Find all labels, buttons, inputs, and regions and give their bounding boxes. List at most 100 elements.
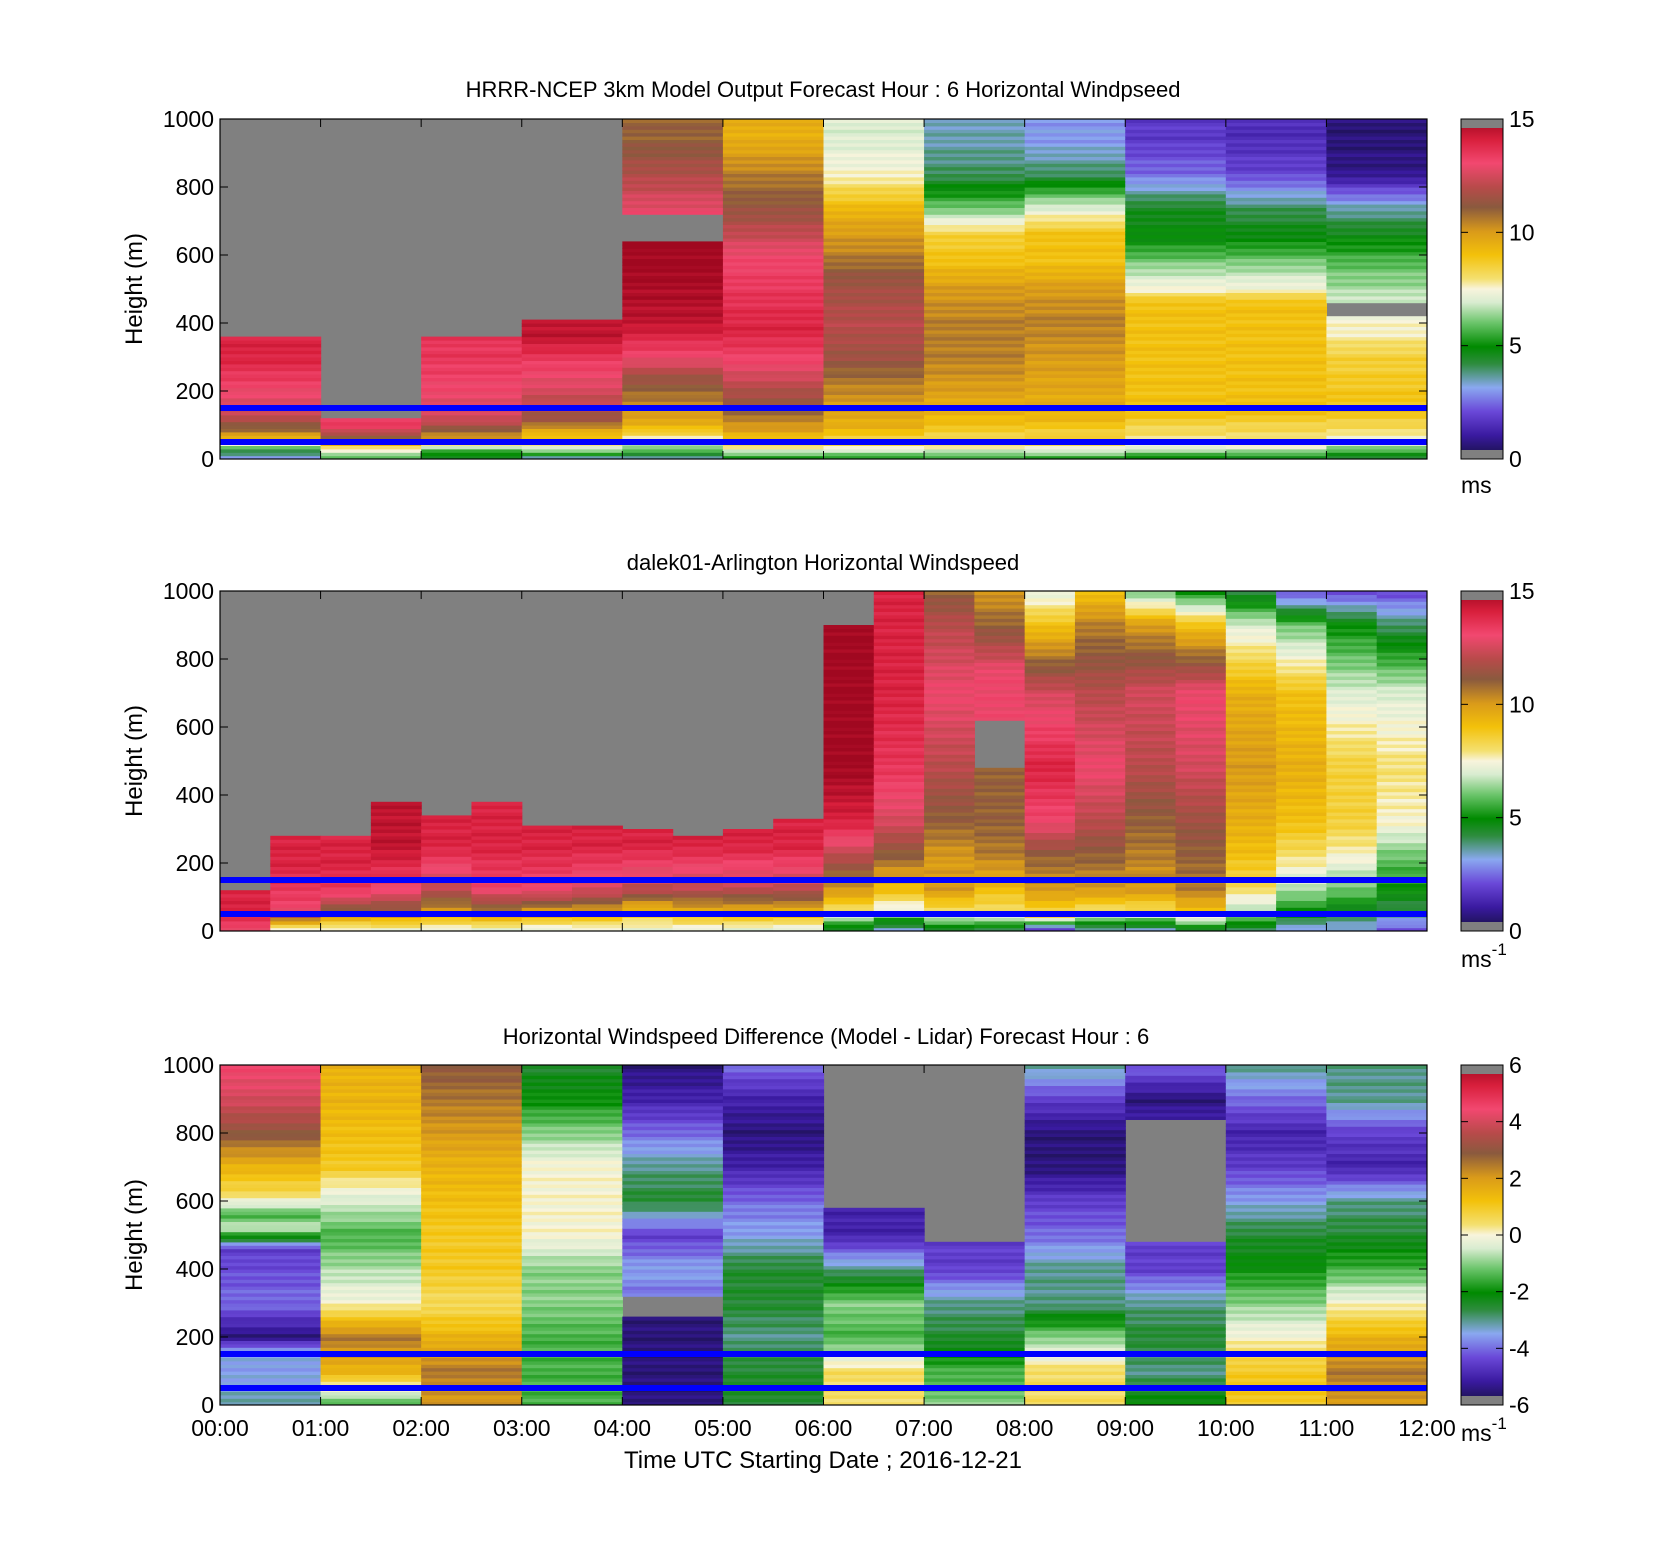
heatmap-cell — [722, 1218, 825, 1222]
heatmap-cell — [1125, 1374, 1227, 1379]
heatmap-cell — [1225, 394, 1328, 399]
heatmap-cell — [924, 897, 975, 901]
heatmap-cell — [924, 747, 975, 752]
heatmap-cell — [622, 119, 724, 123]
heatmap-cell — [421, 425, 523, 429]
heatmap-cell — [1326, 829, 1378, 833]
heatmap-cell — [622, 1122, 724, 1127]
heatmap-cell — [1175, 710, 1227, 714]
heatmap-cell — [521, 927, 573, 931]
heatmap-cell — [1326, 723, 1378, 728]
heatmap-cell — [421, 1197, 523, 1202]
heatmap-cell — [924, 920, 975, 925]
heatmap-cell — [823, 370, 925, 375]
heatmap-cell — [823, 1214, 925, 1219]
heatmap-cell — [1326, 1143, 1427, 1148]
heatmap-cell — [1024, 1326, 1126, 1331]
heatmap-cell — [622, 1221, 724, 1226]
heatmap-cell — [823, 261, 925, 266]
heatmap-cell — [974, 655, 1026, 660]
heatmap-cell — [421, 839, 473, 844]
heatmap-cell — [1225, 418, 1328, 423]
heatmap-cell — [873, 788, 925, 793]
heatmap-cell — [1225, 747, 1277, 752]
heatmap-cell — [521, 1364, 623, 1369]
heatmap-cell — [1326, 801, 1378, 806]
heatmap-cell — [1024, 638, 1076, 643]
heatmap-cell — [1175, 835, 1227, 840]
heatmap-cell — [1125, 852, 1177, 857]
heatmap-cell — [1225, 251, 1328, 256]
heatmap-cell — [521, 1374, 623, 1379]
heatmap-cell — [873, 897, 925, 901]
heatmap-cell — [1225, 234, 1328, 239]
heatmap-cell — [220, 1279, 322, 1284]
heatmap-cell — [873, 798, 925, 803]
heatmap-cell — [1326, 618, 1378, 623]
heatmap-cell — [320, 893, 372, 898]
heatmap-cell — [1024, 289, 1126, 293]
heatmap-cell — [1225, 1167, 1328, 1171]
heatmap-cell — [622, 289, 724, 293]
heatmap-cell — [1225, 1269, 1328, 1273]
heatmap-cell — [1175, 825, 1227, 830]
heatmap-cell — [270, 900, 322, 905]
heatmap-cell — [1326, 1082, 1427, 1086]
heatmap-cell — [220, 1381, 322, 1386]
heatmap-cell — [521, 1194, 623, 1199]
heatmap-cell — [773, 822, 825, 827]
heatmap-cell — [873, 883, 925, 888]
heatmap-cell — [924, 367, 1026, 372]
heatmap-cell — [1125, 618, 1177, 623]
heatmap-cell — [421, 1391, 523, 1396]
heatmap-cell — [672, 883, 724, 888]
heatmap-cell — [1326, 142, 1427, 147]
heatmap-cell — [622, 1088, 724, 1093]
heatmap-cell — [1024, 1187, 1126, 1192]
heatmap-cell — [1024, 614, 1076, 619]
heatmap-cell — [823, 340, 925, 344]
heatmap-cell — [823, 391, 925, 395]
heatmap-cell — [1376, 903, 1427, 908]
heatmap-cell — [521, 883, 573, 888]
heatmap-cell — [622, 1187, 724, 1192]
heatmap-cell — [220, 394, 322, 399]
heatmap-cell — [1125, 795, 1177, 799]
heatmap-cell — [823, 306, 925, 310]
heatmap-cell — [924, 621, 975, 626]
heatmap-cell — [722, 1102, 825, 1107]
heatmap-cell — [1376, 710, 1427, 714]
heatmap-cell — [1024, 299, 1126, 304]
heatmap-cell — [1326, 1119, 1427, 1124]
heatmap-cell — [1225, 397, 1328, 402]
heatmap-cell — [924, 360, 1026, 365]
heatmap-cell — [1225, 1187, 1328, 1192]
heatmap-cell — [1125, 1085, 1227, 1090]
heatmap-cell — [1125, 710, 1177, 714]
heatmap-cell — [320, 1150, 422, 1154]
heatmap-cell — [1024, 733, 1076, 738]
heatmap-cell — [320, 1109, 422, 1114]
heatmap-cell — [823, 1333, 925, 1338]
heatmap-cell — [1125, 907, 1177, 912]
heatmap-cell — [622, 452, 724, 457]
heatmap-cell — [1326, 272, 1427, 276]
heatmap-cell — [924, 1343, 1026, 1348]
heatmap-cell — [722, 248, 825, 253]
heatmap-cell — [1125, 730, 1177, 735]
heatmap-cell — [974, 778, 1026, 782]
heatmap-cell — [773, 869, 825, 874]
heatmap-cell — [773, 859, 825, 864]
heatmap-cell — [1024, 832, 1076, 837]
heatmap-cell — [1125, 251, 1227, 256]
heatmap-cell — [1376, 689, 1427, 694]
heatmap-cell — [1125, 1320, 1227, 1324]
heatmap-cell — [873, 648, 925, 653]
heatmap-cell — [873, 713, 925, 718]
heatmap-cell — [370, 829, 422, 833]
heatmap-cell — [823, 326, 925, 331]
heatmap-cell — [1326, 227, 1427, 232]
heatmap-cell — [1175, 788, 1227, 793]
heatmap-cell — [421, 1323, 523, 1328]
heatmap-cell — [1225, 350, 1328, 355]
